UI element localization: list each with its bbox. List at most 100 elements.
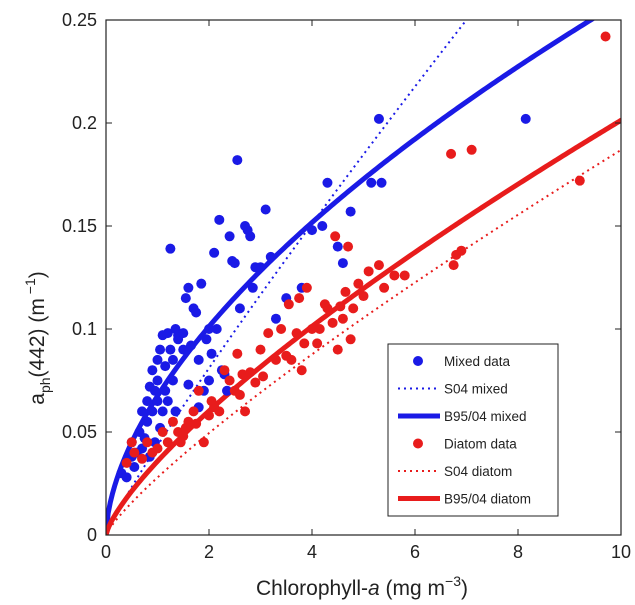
y-axis-title-base: a	[26, 393, 49, 405]
data-point-mixed-data	[160, 385, 171, 396]
data-point-mixed-data	[520, 113, 531, 124]
data-point-diatom-data	[258, 371, 269, 382]
data-point-mixed-data	[191, 307, 202, 318]
data-point-mixed-data	[170, 406, 181, 417]
data-point-diatom-data	[152, 443, 163, 454]
data-point-diatom-data	[348, 303, 359, 314]
data-point-diatom-data	[270, 354, 281, 365]
data-point-diatom-data	[301, 282, 312, 293]
data-point-diatom-data	[399, 270, 410, 281]
data-point-mixed-data	[155, 344, 166, 355]
data-point-diatom-data	[466, 144, 477, 155]
data-point-diatom-data	[240, 406, 251, 417]
data-point-diatom-data	[121, 457, 132, 468]
legend-label-b95-04-diatom: B95/04 diatom	[444, 492, 531, 507]
data-point-diatom-data	[167, 416, 178, 427]
data-point-diatom-data	[234, 389, 245, 400]
legend: Mixed data S04 mixed B95/04 mixed Diatom da…	[387, 343, 559, 517]
data-point-mixed-data	[152, 354, 163, 365]
y-axis-title: aph(442) (m −1)	[22, 271, 53, 404]
data-point-diatom-data	[255, 344, 266, 355]
data-point-diatom-data	[129, 447, 140, 458]
data-point-mixed-data	[180, 293, 191, 304]
data-point-diatom-data	[183, 416, 194, 427]
data-point-mixed-data	[345, 206, 356, 217]
data-point-mixed-data	[232, 155, 243, 166]
data-point-mixed-data	[206, 348, 217, 359]
y-tick-label: 0.1	[72, 319, 97, 339]
x-tick-label: 0	[101, 542, 111, 562]
data-point-diatom-data	[322, 303, 333, 314]
x-tick-label: 2	[204, 542, 214, 562]
data-point-mixed-data	[224, 231, 235, 242]
data-point-diatom-data	[296, 365, 307, 376]
data-point-mixed-data	[265, 251, 276, 262]
data-point-diatom-data	[283, 299, 294, 310]
data-point-mixed-data	[152, 396, 163, 407]
data-point-diatom-data	[294, 293, 305, 304]
data-point-diatom-data	[314, 324, 325, 334]
data-point-mixed-data	[137, 406, 148, 417]
data-point-mixed-data	[142, 416, 153, 427]
legend-label-diatom-data: Diatom data	[444, 437, 517, 452]
data-point-diatom-data	[600, 31, 611, 42]
data-point-mixed-data	[193, 354, 204, 365]
x-tick-label: 8	[513, 542, 523, 562]
data-point-diatom-data	[178, 431, 189, 442]
data-point-mixed-data	[255, 262, 266, 273]
legend-label-b95-04-mixed: B95/04 mixed	[444, 409, 527, 424]
data-point-mixed-data	[149, 385, 160, 396]
data-point-mixed-data	[204, 375, 214, 386]
data-point-mixed-data	[196, 278, 207, 289]
x-axis-title-unit: (mg m	[380, 577, 445, 600]
data-point-mixed-data	[183, 282, 194, 293]
data-point-diatom-data	[137, 453, 148, 464]
x-axis-title-exponent: −3	[445, 573, 461, 589]
data-point-diatom-data	[250, 377, 261, 388]
data-point-mixed-data	[165, 344, 176, 355]
legend-label-s04-diatom: S04 diatom	[444, 464, 512, 479]
data-point-mixed-data	[214, 214, 225, 225]
data-point-diatom-data	[389, 270, 400, 281]
data-point-diatom-data	[327, 317, 338, 328]
data-point-diatom-data	[191, 418, 202, 429]
data-point-diatom-data	[157, 427, 168, 437]
data-point-diatom-data	[363, 266, 374, 277]
data-point-diatom-data	[263, 328, 274, 339]
legend-label-mixed-data: Mixed data	[444, 354, 511, 369]
data-point-mixed-data	[147, 406, 158, 417]
data-point-mixed-data	[129, 462, 140, 473]
data-point-mixed-data	[211, 324, 222, 334]
x-axis-title: Chlorophyll-a (mg m−3)	[256, 573, 468, 600]
data-point-diatom-data	[312, 338, 323, 349]
data-point-diatom-data	[335, 301, 346, 312]
data-point-mixed-data	[183, 379, 194, 390]
data-point-mixed-data	[366, 177, 377, 188]
y-axis-title-exponent: −1	[22, 278, 38, 298]
data-point-diatom-data	[299, 338, 310, 349]
data-point-mixed-data	[165, 243, 176, 254]
data-point-mixed-data	[209, 247, 220, 258]
data-point-diatom-data	[353, 278, 364, 289]
data-point-diatom-data	[193, 385, 204, 396]
data-point-mixed-data	[160, 361, 171, 372]
data-point-mixed-data	[270, 313, 281, 324]
data-point-mixed-data	[376, 177, 387, 188]
data-point-diatom-data	[188, 406, 199, 417]
data-point-mixed-data	[307, 225, 317, 236]
data-point-mixed-data	[204, 324, 214, 334]
data-point-mixed-data	[373, 113, 384, 124]
data-point-diatom-data	[574, 175, 585, 186]
x-axis-title-italic: a	[368, 577, 380, 600]
data-point-diatom-data	[332, 344, 343, 355]
data-point-mixed-data	[157, 406, 168, 417]
data-point-diatom-data	[307, 324, 317, 334]
data-point-mixed-data	[152, 375, 163, 386]
data-point-diatom-data	[224, 375, 235, 386]
data-point-diatom-data	[219, 365, 230, 376]
data-point-mixed-data	[245, 231, 256, 242]
data-point-diatom-data	[198, 437, 209, 448]
data-point-diatom-data	[214, 406, 225, 417]
data-point-mixed-data	[147, 365, 158, 376]
